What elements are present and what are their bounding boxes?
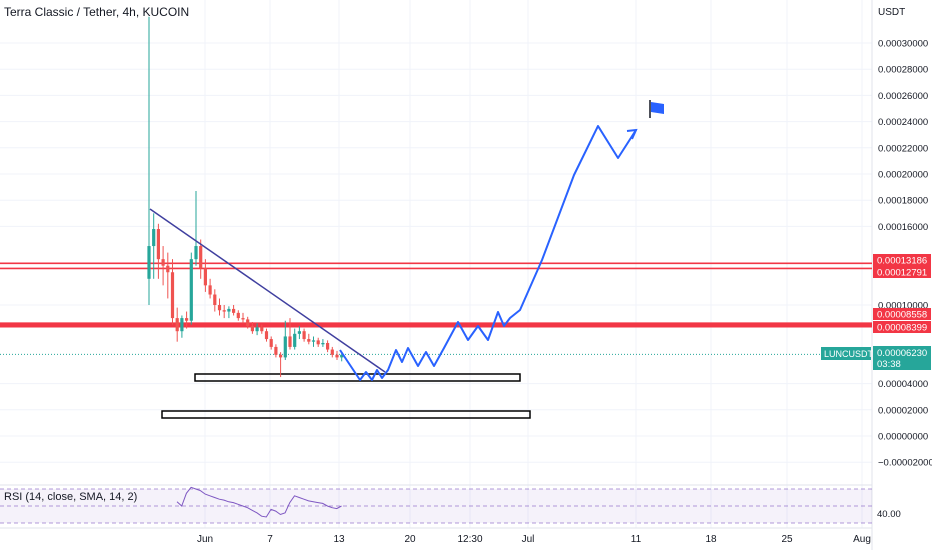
candle-body <box>260 327 264 332</box>
price-tick-label: 0.00020000 <box>878 170 928 181</box>
level-price-badge-text: 0.00012791 <box>877 268 927 279</box>
level-price-badge-text: 0.00013186 <box>877 256 927 267</box>
candle-body <box>170 272 175 319</box>
candle-body <box>250 325 254 332</box>
candle-body <box>241 318 245 320</box>
candle-body <box>326 342 330 350</box>
candle-body <box>161 259 165 266</box>
price-tick-label: 0.00016000 <box>878 222 928 233</box>
time-tick-label: 13 <box>333 534 345 545</box>
candle-body <box>236 312 240 319</box>
time-tick-label: Aug <box>853 534 871 545</box>
candle-body <box>208 285 212 295</box>
price-tick-label: 0.00026000 <box>878 91 928 102</box>
candle-body <box>297 331 301 334</box>
candle-body <box>156 229 160 260</box>
candle-body <box>147 246 151 279</box>
currency-label: USDT <box>878 7 905 18</box>
candle-body <box>279 354 283 358</box>
rsi-indicator-label: RSI (14, close, SMA, 14, 2) <box>4 491 138 503</box>
price-tick-label: 0.00024000 <box>878 117 928 128</box>
candle-body <box>340 354 344 358</box>
support-zone-box <box>161 410 531 419</box>
price-tick-label: 0.00010000 <box>878 301 928 312</box>
ticker-badge <box>821 347 871 360</box>
rsi-value-label: 40.00 <box>877 509 901 520</box>
candle-body <box>203 268 207 286</box>
flag-icon <box>651 102 664 114</box>
candle-body <box>227 308 231 312</box>
current-price-badge <box>873 346 931 370</box>
candle-body <box>180 318 184 332</box>
candle-body <box>152 229 156 247</box>
time-tick-label: Jul <box>522 534 535 545</box>
candle-body <box>311 340 316 342</box>
price-tick-label: −0.00002000 <box>878 458 932 469</box>
price-tick-label: 0.00004000 <box>878 379 928 390</box>
time-tick-label: 25 <box>781 534 793 545</box>
candle-body <box>283 336 287 358</box>
candle-body <box>232 308 236 313</box>
candle-body <box>316 340 320 345</box>
candle-body <box>302 331 306 340</box>
candle-body <box>288 336 292 347</box>
candle-body <box>335 354 339 358</box>
price-tick-label: 0.00018000 <box>878 196 928 207</box>
price-tick-label: 0.00002000 <box>878 405 928 416</box>
candle-body <box>246 319 250 326</box>
time-tick-label: 20 <box>404 534 416 545</box>
candle-body <box>307 339 311 342</box>
price-tick-label: 0.00028000 <box>878 65 928 76</box>
level-price-badge <box>873 266 931 278</box>
ticker-badge-text: LUNCUSDT <box>824 349 874 359</box>
candle-body <box>189 259 193 321</box>
candle-body <box>222 310 226 312</box>
candle-body <box>175 318 179 332</box>
current-price-text: 0.00006230 <box>877 348 927 359</box>
time-tick-label: 18 <box>705 534 717 545</box>
candle-body <box>321 342 325 345</box>
price-tick-label: 0.00022000 <box>878 143 928 154</box>
candle-body <box>264 331 269 340</box>
candle-body <box>274 346 278 355</box>
candle-body <box>255 327 259 332</box>
time-tick-label: 7 <box>267 534 273 545</box>
candle-body <box>194 246 198 260</box>
candle-body <box>166 265 170 273</box>
time-tick-label: 11 <box>631 534 642 545</box>
level-price-badge-text: 0.00008558 <box>877 310 927 321</box>
candle-body <box>217 305 222 311</box>
level-price-badge <box>873 254 931 266</box>
rsi-line <box>176 486 342 518</box>
chart-title: Terra Classic / Tether, 4h, KUCOIN <box>4 5 190 19</box>
time-tick-label: Jun <box>197 534 213 545</box>
level-price-badge <box>873 321 931 333</box>
price-tick-label: 0.00000000 <box>878 432 928 443</box>
candle-body <box>185 318 189 321</box>
countdown-text: 03:38 <box>877 359 901 370</box>
descending-trendline <box>149 208 386 373</box>
time-tick-label: 12:30 <box>457 534 482 545</box>
candle-body <box>330 349 334 355</box>
candle-body <box>213 294 217 305</box>
price-projection-path <box>339 125 637 381</box>
level-price-badge-text: 0.00008399 <box>877 323 927 334</box>
price-tick-label: 0.00030000 <box>878 39 928 50</box>
level-price-badge <box>873 308 931 320</box>
support-zone-box <box>194 373 521 382</box>
candle-body <box>199 246 203 269</box>
projection-arrowhead <box>626 128 638 140</box>
candle-body <box>293 333 297 347</box>
candle-body <box>269 339 273 347</box>
